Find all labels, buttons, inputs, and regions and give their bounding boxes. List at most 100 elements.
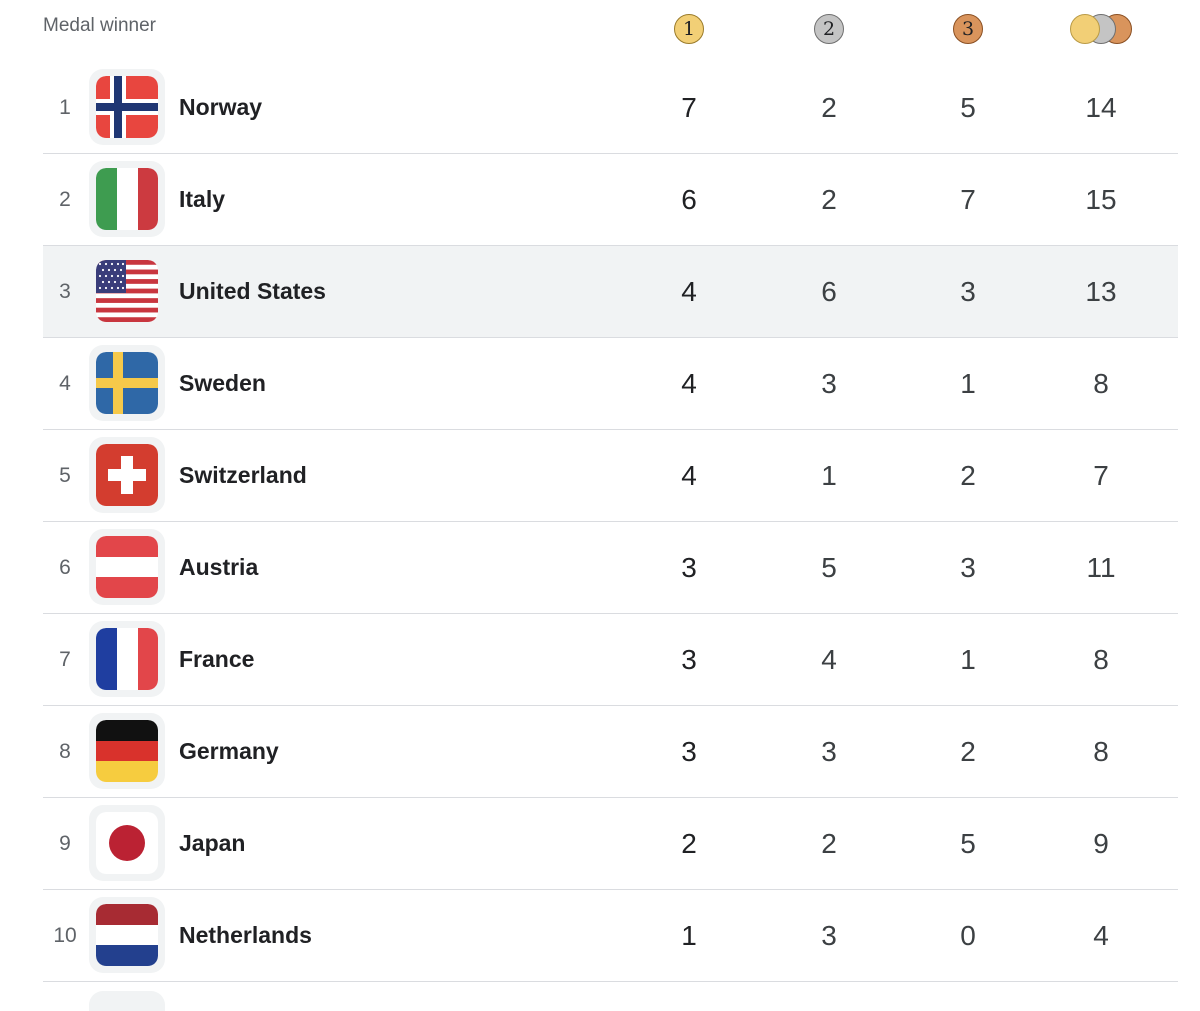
bronze-count: 2 bbox=[960, 735, 976, 767]
rank: 10 bbox=[53, 923, 77, 947]
gold-count: 3 bbox=[681, 551, 697, 583]
total-medals-icon bbox=[1066, 11, 1136, 47]
total-count: 4 bbox=[1093, 919, 1109, 951]
bronze-count: 3 bbox=[960, 275, 976, 307]
gold-medal-label: 1 bbox=[682, 18, 696, 40]
rank: 2 bbox=[59, 187, 71, 211]
table-row[interactable]: 6 Austria 3 5 3 11 bbox=[43, 522, 1178, 614]
country-name[interactable]: Sweden bbox=[179, 370, 266, 396]
bronze-count: 1 bbox=[960, 367, 976, 399]
medal-table-header: Medal winner 1 2 3 bbox=[0, 0, 1200, 62]
gold-count: 3 bbox=[681, 735, 697, 767]
gold-count: 4 bbox=[681, 459, 697, 491]
total-count: 15 bbox=[1085, 183, 1117, 215]
sweden-flag-icon bbox=[96, 352, 158, 414]
silver-count: 5 bbox=[821, 551, 837, 583]
italy-flag-icon bbox=[96, 168, 158, 230]
country-name[interactable]: Switzerland bbox=[179, 462, 307, 488]
medal-table: 1 Norway 7 2 5 14 2 bbox=[43, 62, 1178, 982]
total-count: 7 bbox=[1093, 459, 1109, 491]
gold-count: 4 bbox=[681, 275, 697, 307]
total-count: 11 bbox=[1086, 551, 1116, 583]
total-medals-column-header[interactable] bbox=[1064, 11, 1138, 47]
flag-container bbox=[89, 253, 165, 329]
switzerland-flag-icon bbox=[96, 444, 158, 506]
rank: 3 bbox=[59, 279, 71, 303]
flag-container bbox=[89, 805, 165, 881]
table-row[interactable]: 1 Norway 7 2 5 14 bbox=[43, 62, 1178, 154]
country-name[interactable]: Japan bbox=[179, 830, 246, 856]
silver-medal-column-header[interactable]: 2 bbox=[809, 11, 849, 47]
silver-count: 2 bbox=[821, 827, 837, 859]
rank: 4 bbox=[59, 371, 71, 395]
table-row[interactable]: 7 France 3 4 1 8 bbox=[43, 614, 1178, 706]
flag-container bbox=[89, 991, 165, 1011]
silver-count: 6 bbox=[821, 275, 837, 307]
bronze-count: 2 bbox=[960, 459, 976, 491]
silver-count: 3 bbox=[821, 735, 837, 767]
total-count: 14 bbox=[1085, 91, 1117, 123]
silver-count: 4 bbox=[821, 643, 837, 675]
rank: 7 bbox=[59, 647, 71, 671]
silver-count: 3 bbox=[821, 367, 837, 399]
bronze-medal-icon: 3 bbox=[953, 14, 983, 44]
gold-count: 6 bbox=[681, 183, 697, 215]
table-row[interactable]: 10 Netherlands 1 3 0 4 bbox=[43, 890, 1178, 982]
table-row[interactable]: 4 Sweden 4 3 1 8 bbox=[43, 338, 1178, 430]
flag-container bbox=[89, 69, 165, 145]
flag-container bbox=[89, 897, 165, 973]
flag-container bbox=[89, 621, 165, 697]
country-name[interactable]: Austria bbox=[179, 554, 259, 580]
table-row[interactable]: 3 bbox=[43, 246, 1178, 338]
country-name[interactable]: Italy bbox=[179, 186, 226, 212]
bronze-medal-column-header[interactable]: 3 bbox=[948, 11, 988, 47]
silver-count: 2 bbox=[821, 183, 837, 215]
total-count: 8 bbox=[1093, 735, 1109, 767]
country-name[interactable]: Germany bbox=[179, 738, 279, 764]
silver-count: 2 bbox=[821, 91, 837, 123]
flag-container bbox=[89, 437, 165, 513]
total-count: 8 bbox=[1093, 367, 1109, 399]
flag-container bbox=[89, 713, 165, 789]
country-name[interactable]: France bbox=[179, 646, 255, 672]
silver-medal-label: 2 bbox=[822, 18, 836, 40]
gold-count: 1 bbox=[681, 919, 697, 951]
total-count: 8 bbox=[1093, 643, 1109, 675]
silver-count: 3 bbox=[821, 919, 837, 951]
table-row-partial bbox=[43, 987, 1178, 1011]
table-row[interactable]: 2 Italy 6 2 7 15 bbox=[43, 154, 1178, 246]
netherlands-flag-icon bbox=[96, 904, 158, 966]
bronze-count: 3 bbox=[960, 551, 976, 583]
table-row[interactable]: 5 Switzerland 4 1 2 7 bbox=[43, 430, 1178, 522]
rank: 1 bbox=[59, 95, 71, 119]
bronze-count: 1 bbox=[960, 643, 976, 675]
silver-medal-icon: 2 bbox=[814, 14, 844, 44]
table-row[interactable]: 8 Germany 3 3 2 8 bbox=[43, 706, 1178, 798]
bronze-medal-label: 3 bbox=[961, 18, 975, 40]
rank: 5 bbox=[59, 463, 71, 487]
rank: 6 bbox=[59, 555, 71, 579]
gold-count: 3 bbox=[681, 643, 697, 675]
norway-flag-icon bbox=[96, 76, 158, 138]
country-name[interactable]: Norway bbox=[179, 94, 263, 120]
table-row[interactable]: 9 Japan 2 2 5 9 bbox=[43, 798, 1178, 890]
gold-count: 2 bbox=[681, 827, 697, 859]
flag-container bbox=[89, 345, 165, 421]
flag-container bbox=[89, 529, 165, 605]
gold-count: 4 bbox=[681, 367, 697, 399]
medal-winner-heading: Medal winner bbox=[43, 15, 156, 36]
austria-flag-icon bbox=[96, 536, 158, 598]
total-count: 13 bbox=[1085, 275, 1117, 307]
gold-medal-column-header[interactable]: 1 bbox=[669, 11, 709, 47]
bronze-count: 5 bbox=[960, 827, 976, 859]
usa-flag-icon bbox=[96, 260, 158, 322]
bronze-count: 0 bbox=[960, 919, 976, 951]
flag-container bbox=[89, 161, 165, 237]
country-name[interactable]: United States bbox=[179, 278, 326, 304]
bronze-count: 7 bbox=[960, 183, 976, 215]
japan-flag-icon bbox=[96, 812, 158, 874]
germany-flag-icon bbox=[96, 720, 158, 782]
gold-count: 7 bbox=[681, 91, 697, 123]
country-name[interactable]: Netherlands bbox=[179, 922, 312, 948]
rank: 9 bbox=[59, 831, 71, 855]
